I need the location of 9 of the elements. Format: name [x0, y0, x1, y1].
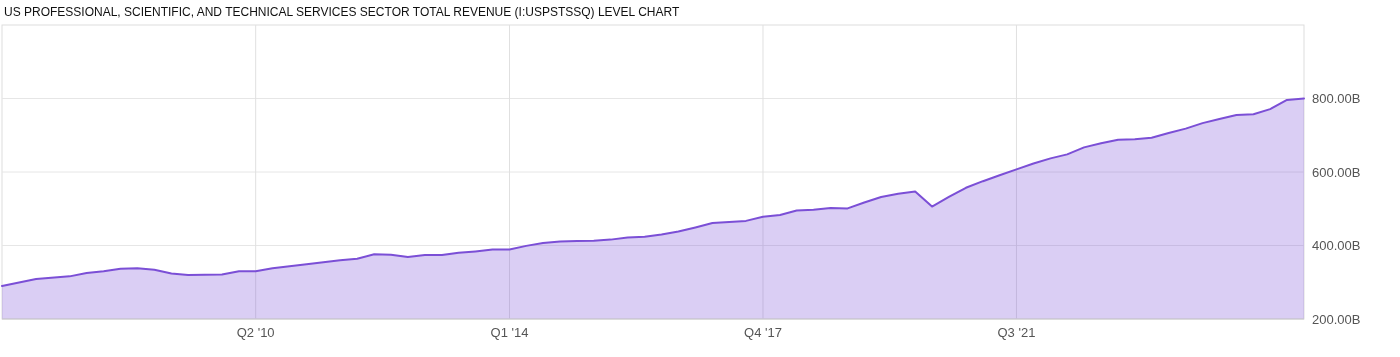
y-tick-label: 800.00B	[1312, 91, 1361, 107]
x-tick-label: Q2 '10	[236, 325, 275, 340]
y-tick-label: 200.00B	[1312, 311, 1361, 327]
y-tick-label: 400.00B	[1312, 238, 1361, 254]
x-tick-label: Q1 '14	[490, 325, 529, 340]
chart-title: US PROFESSIONAL, SCIENTIFIC, AND TECHNICAL SERVICES SECTOR TOTAL REVENUE (I:USPSTSSQ) LEVEL CHART	[4, 5, 680, 19]
x-tick-label: Q3 '21	[997, 325, 1036, 340]
x-tick-label: Q4 '17	[744, 325, 782, 340]
y-tick-label: 600.00B	[1312, 164, 1361, 180]
